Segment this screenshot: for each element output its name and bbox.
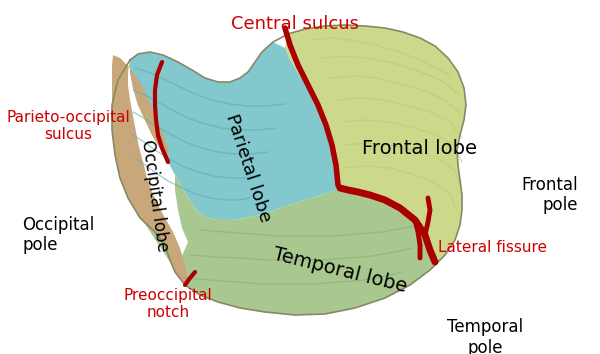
Text: Lateral fissure: Lateral fissure [438,240,547,256]
Polygon shape [112,55,188,285]
Text: Frontal
pole: Frontal pole [521,176,578,215]
Text: Preoccipital
notch: Preoccipital notch [124,288,212,320]
Text: Temporal
pole: Temporal pole [447,318,523,354]
Text: Frontal lobe: Frontal lobe [362,138,478,158]
Text: Parietal lobe: Parietal lobe [222,112,274,224]
Text: Occipital lobe: Occipital lobe [138,139,172,253]
Polygon shape [130,42,340,220]
Text: Parieto-occipital
sulcus: Parieto-occipital sulcus [6,110,130,142]
Polygon shape [128,175,445,315]
Polygon shape [285,25,466,262]
Text: Temporal lobe: Temporal lobe [271,244,409,296]
Text: Central sulcus: Central sulcus [231,15,359,33]
Text: Occipital
pole: Occipital pole [22,216,94,255]
